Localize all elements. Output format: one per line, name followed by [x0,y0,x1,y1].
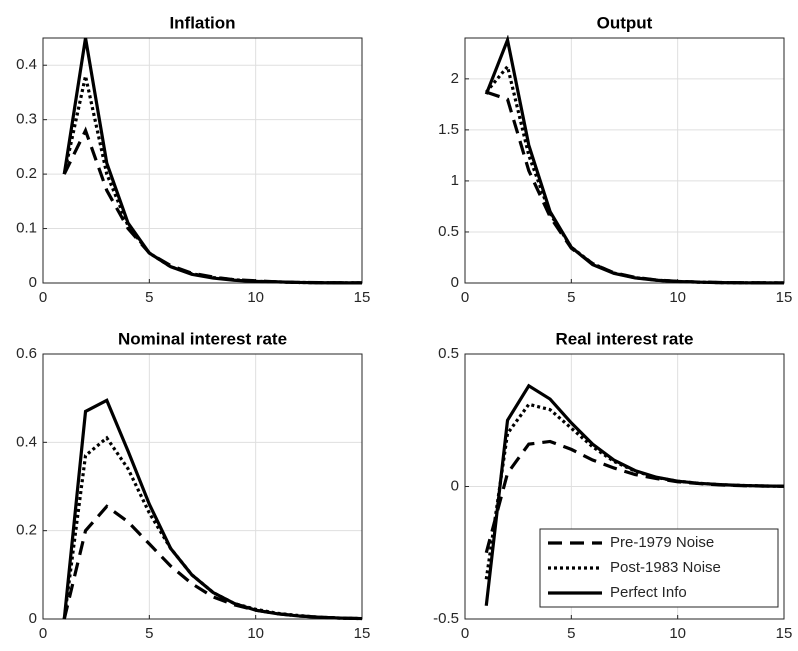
legend-label: Pre-1979 Noise [610,534,714,551]
y-tick-label: 0.1 [16,220,37,237]
y-tick-label: 0.5 [438,345,459,362]
y-tick-label: 0.4 [16,433,37,450]
x-tick-label: 0 [461,625,469,642]
series-line [62,398,362,621]
series-line [62,37,362,285]
axes-box [42,37,363,284]
y-tick-label: 1.5 [438,121,459,138]
legend-label: Post-1983 Noise [610,559,721,576]
y-tick-label: 0.6 [16,345,37,362]
y-tick-label: 2 [451,70,459,87]
x-tick-label: 5 [145,289,153,306]
y-tick-label: 0.3 [16,111,37,128]
y-tick-label: 0 [451,477,459,494]
x-tick-label: 5 [145,625,153,642]
chart-title: Real interest rate [556,329,694,348]
plot-area [43,354,362,619]
plot-area [465,38,784,283]
y-tick-label: 0 [29,610,37,627]
x-tick-label: 0 [39,289,47,306]
y-tick-label: 0.4 [16,56,37,73]
chart-title: Nominal interest rate [118,329,287,348]
x-tick-label: 15 [354,625,371,642]
y-tick-label: 1 [451,172,459,189]
x-tick-label: 15 [776,625,793,642]
x-tick-label: 10 [669,289,686,306]
y-tick-label: -0.5 [433,610,459,627]
series-line [62,435,362,621]
y-tick-label: 0.5 [438,223,459,240]
axes-box [464,353,785,620]
y-tick-label: 0 [451,274,459,291]
chart-title: Inflation [169,13,235,32]
plot-area [43,38,362,283]
y-tick-label: 0.2 [16,165,37,182]
x-tick-label: 15 [776,289,793,306]
series-line [484,383,784,606]
axes-box [42,353,363,620]
series-line [484,35,784,285]
axes-box [464,37,785,284]
y-tick-label: 0 [29,274,37,291]
y-tick-label: 0.2 [16,522,37,539]
x-tick-label: 5 [567,625,575,642]
x-tick-label: 0 [39,625,47,642]
x-tick-label: 10 [247,625,264,642]
legend-label: Perfect Info [610,584,687,601]
x-tick-label: 0 [461,289,469,306]
x-tick-label: 15 [354,289,371,306]
x-tick-label: 10 [247,289,264,306]
chart-title: Output [597,13,653,32]
x-tick-label: 5 [567,289,575,306]
x-tick-label: 10 [669,625,686,642]
